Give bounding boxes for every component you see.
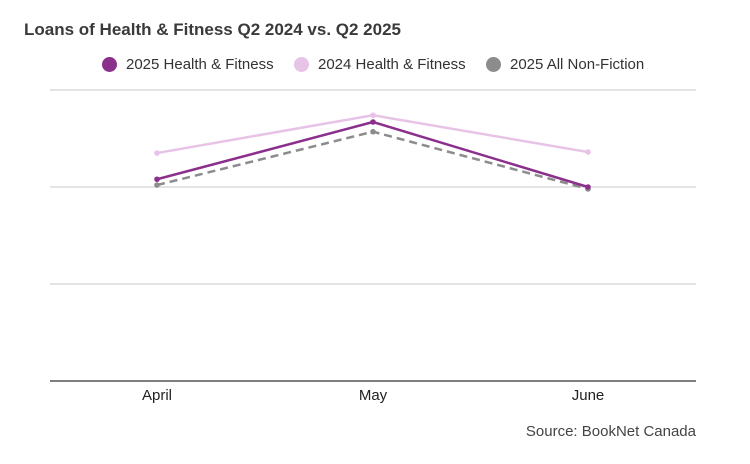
data-point [585, 184, 591, 190]
legend-item-2024-health-fitness: 2024 Health & Fitness [294, 53, 466, 75]
data-point [585, 149, 591, 155]
chart-title: Loans of Health & Fitness Q2 2024 vs. Q2… [24, 20, 401, 39]
legend-marker-2025-health-fitness [102, 56, 117, 72]
x-tick-labels: April May June [142, 387, 604, 404]
x-tick-label: June [572, 387, 605, 404]
data-point [154, 176, 160, 183]
legend-label-2025-all-non-fiction: 2025 All Non-Fiction [510, 55, 645, 73]
legend-item-2025-all-non-fiction: 2025 All Non-Fiction [486, 53, 644, 75]
gridlines [50, 89, 696, 285]
series-lines [154, 112, 591, 192]
source-note: Source: BookNet Canada [525, 423, 696, 440]
legend-marker-2024-health-fitness [294, 56, 309, 72]
data-point [154, 182, 160, 188]
data-point [154, 150, 160, 156]
x-tick-label: May [359, 387, 388, 404]
legend-item-2025-health-fitness: 2025 Health & Fitness [102, 53, 274, 75]
legend-label-2024-health-fitness: 2024 Health & Fitness [318, 55, 466, 73]
x-tick-label: April [142, 387, 172, 404]
legend-marker-2025-all-non-fiction [486, 56, 501, 72]
data-point [370, 128, 376, 135]
data-point [370, 112, 376, 119]
legend-label-2025-health-fitness: 2025 Health & Fitness [126, 55, 274, 73]
chart-legend: 2025 Health & Fitness 2024 Health & Fitn… [0, 53, 750, 75]
data-point [370, 119, 376, 125]
